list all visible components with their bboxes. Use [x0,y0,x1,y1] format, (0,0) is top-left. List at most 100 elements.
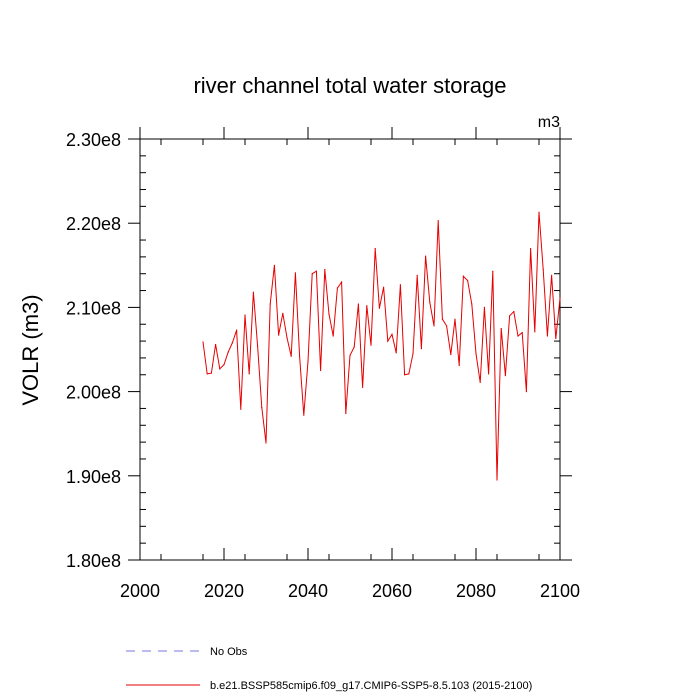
data-point [462,275,464,277]
data-point [446,325,448,327]
y-tick-label: 2.20e8 [66,214,121,234]
data-point [509,315,511,317]
x-tick-label: 2040 [288,581,328,601]
data-point [206,373,208,375]
data-point [488,373,490,375]
plot-frame [139,138,561,561]
data-point [408,373,410,375]
data-point [425,255,427,257]
data-point [332,335,334,337]
data-point [210,372,212,374]
data-point [374,247,376,250]
legend-label-no-obs: No Obs [210,646,248,658]
data-point [219,368,221,370]
y-axis-label: VOLR (m3) [18,294,43,405]
x-tick-label: 2060 [372,581,412,601]
data-point [320,369,322,372]
data-point [370,344,372,346]
data-point [475,353,477,355]
x-tick-label: 2020 [204,581,244,601]
data-point [244,314,246,316]
data-point [530,247,532,250]
data-point [538,211,540,213]
minor-ticks [140,139,560,560]
data-point [299,355,301,357]
data-point [433,325,435,327]
data-point [236,329,238,331]
data-point [496,479,498,481]
data-point [202,341,204,343]
data-point [525,391,528,393]
data-point [416,274,418,277]
data-point [269,303,271,305]
y-tick-label: 1.90e8 [66,467,121,487]
data-point [315,270,317,272]
data-point [336,287,338,289]
data-point [513,311,515,313]
data-point [252,291,254,293]
data-point [429,301,431,303]
legend: No Obs b.e21.BSSP585cmip6.f09_g17.CMIP6-… [126,646,532,692]
data-point [353,346,355,348]
x-tick-label: 2100 [540,581,580,601]
legend-label-model: b.e21.BSSP585cmip6.f09_g17.CMIP6-SSP5-8.… [210,680,532,692]
x-tick-labels: 2000 2020 2040 2060 2080 2100 [120,581,580,601]
data-point [362,386,364,388]
x-tick-label: 2080 [456,581,496,601]
data-point [223,364,225,366]
data-point [483,306,485,308]
data-point [450,353,452,356]
data-point [286,337,288,339]
data-point [366,305,368,307]
data-point [399,284,401,286]
major-ticks [128,127,572,561]
data-point [303,414,305,416]
data-point [437,220,439,222]
data-point [546,335,549,337]
data-point [534,331,536,333]
data-point [467,279,469,282]
data-point [454,318,456,320]
data-point [471,303,473,305]
data-point [504,375,506,377]
data-point [294,272,296,274]
data-point [521,332,523,334]
data-point [328,313,330,315]
data-point [215,343,217,346]
data-point [261,406,263,409]
data-point [227,351,229,353]
data-point [273,264,275,266]
y-tick-labels: 1.80e8 1.90e8 2.00e8 2.10e8 2.20e8 2.30e8 [66,130,121,571]
data-point [349,354,351,356]
data-point [412,353,414,355]
data-point [479,381,481,383]
data-point [441,318,443,320]
y-tick-label: 2.30e8 [66,130,121,150]
y-tick-label: 1.80e8 [66,551,121,571]
data-point [311,273,313,275]
data-point [265,442,267,444]
data-point [240,408,242,410]
data-point [282,312,284,314]
data-point [555,337,557,340]
data-point [341,281,343,283]
data-point [517,335,519,337]
data-point [458,364,460,367]
data-point [387,340,389,342]
data-point [345,412,347,415]
data-point [290,355,292,357]
y-tick-label: 2.10e8 [66,298,121,318]
series-line-0 [202,212,561,481]
data-point [395,352,397,354]
data-point [542,268,544,271]
data-point [278,334,280,336]
data-point [248,373,250,375]
chart-title: river channel total water storage [193,73,506,98]
data-point [420,348,422,350]
data-point [383,286,385,288]
data-point [378,307,380,309]
data-point [231,342,233,344]
data-point [500,327,502,330]
data-point [559,297,561,299]
